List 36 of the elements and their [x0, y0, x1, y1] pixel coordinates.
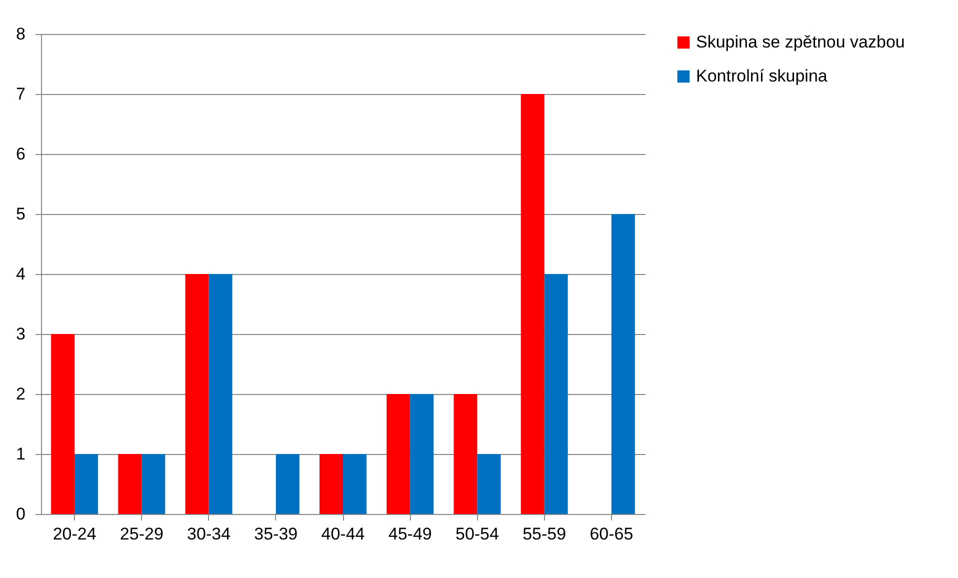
- bar: [454, 394, 478, 514]
- y-tick-label: 0: [16, 504, 26, 524]
- bar: [410, 394, 434, 514]
- x-tick-label: 55-59: [522, 524, 566, 544]
- y-tick-label: 7: [16, 84, 26, 104]
- y-tick-label: 5: [16, 204, 26, 224]
- bar: [185, 274, 209, 514]
- bar: [276, 454, 300, 514]
- x-tick-label: 50-54: [455, 524, 499, 544]
- bar: [142, 454, 166, 514]
- bar: [477, 454, 501, 514]
- bar: [320, 454, 343, 514]
- x-tick-label: 35-39: [254, 524, 298, 544]
- y-tick-label: 4: [16, 264, 26, 284]
- bar: [208, 274, 232, 514]
- y-tick-label: 8: [16, 24, 26, 44]
- bar: [118, 454, 142, 514]
- y-tick-label: 3: [16, 324, 26, 344]
- legend-label: Skupina se zpětnou vazbou: [696, 32, 905, 52]
- bar: [74, 454, 98, 514]
- bar: [544, 274, 568, 514]
- legend-label: Kontrolní skupina: [696, 66, 828, 86]
- y-tick-label: 1: [16, 444, 26, 464]
- y-tick-label: 6: [16, 144, 26, 164]
- x-tick-label: 40-44: [321, 524, 365, 544]
- x-tick-label: 45-49: [388, 524, 432, 544]
- x-tick-label: 60-65: [590, 524, 634, 544]
- x-tick-label: 20-24: [52, 524, 96, 544]
- y-tick-label: 2: [16, 384, 26, 404]
- x-tick-label: 25-29: [120, 524, 164, 544]
- bar: [611, 214, 635, 514]
- bar: [343, 454, 366, 514]
- bar: [51, 334, 75, 514]
- bar: [520, 94, 544, 514]
- x-tick-label: 30-34: [187, 524, 231, 544]
- bar: [386, 394, 410, 514]
